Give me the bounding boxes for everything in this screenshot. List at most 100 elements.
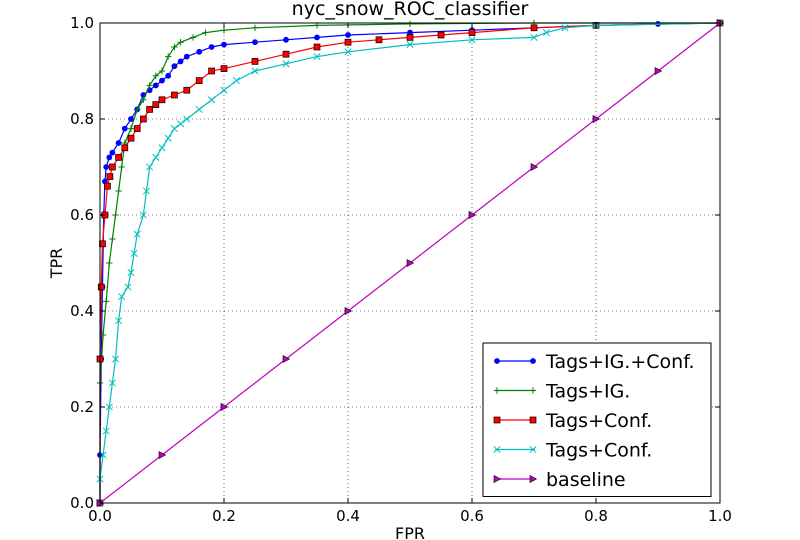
legend-label: Tags+IG. xyxy=(545,381,630,403)
data-point xyxy=(102,427,110,435)
data-point xyxy=(171,63,178,70)
data-point xyxy=(109,149,116,156)
x-axis-label: FPR xyxy=(395,524,425,540)
data-point xyxy=(220,402,229,412)
x-tick-label: 0.8 xyxy=(584,507,608,525)
data-point xyxy=(208,44,215,50)
data-point xyxy=(202,29,209,36)
data-point xyxy=(133,230,141,238)
data-point xyxy=(103,298,110,305)
data-point xyxy=(115,154,122,161)
legend-marker xyxy=(529,445,537,454)
data-point xyxy=(139,211,147,219)
chart-title: nyc_snow_ROC_classifier xyxy=(292,0,529,20)
legend-label: baseline xyxy=(546,469,626,491)
data-point xyxy=(177,58,184,65)
data-point xyxy=(97,283,105,291)
data-point xyxy=(345,32,351,38)
data-point xyxy=(105,403,113,411)
x-tick-label: 0.0 xyxy=(88,507,112,525)
legend-marker xyxy=(493,445,501,454)
y-tick-label: 0.8 xyxy=(70,110,94,128)
data-point xyxy=(282,354,291,364)
data-point xyxy=(128,116,134,122)
data-point xyxy=(115,317,123,325)
data-point xyxy=(530,162,539,172)
data-point xyxy=(232,77,240,85)
series-2 xyxy=(96,19,724,507)
legend-entry: Tags+Conf. xyxy=(493,440,652,462)
x-tick-label: 0.4 xyxy=(336,507,360,525)
data-point xyxy=(99,240,106,248)
data-point xyxy=(159,77,165,84)
data-point xyxy=(146,106,153,113)
y-tick-label: 0.0 xyxy=(70,494,94,512)
data-point xyxy=(121,125,128,132)
data-point xyxy=(344,38,352,46)
data-point xyxy=(115,140,122,146)
data-point xyxy=(171,43,178,51)
legend-entry: Tags+Conf. xyxy=(493,410,652,432)
data-point xyxy=(196,48,203,55)
data-point xyxy=(406,34,414,41)
data-point xyxy=(108,379,116,387)
legend-entry: Tags+IG. xyxy=(493,381,630,403)
data-point xyxy=(220,86,228,94)
data-point xyxy=(468,36,476,44)
data-point xyxy=(134,106,141,113)
data-point xyxy=(170,125,178,133)
data-point xyxy=(158,96,166,104)
legend-marker xyxy=(493,474,502,484)
data-point xyxy=(183,115,191,123)
data-point xyxy=(251,24,259,31)
series-line xyxy=(99,22,721,503)
data-point xyxy=(104,182,111,190)
legend-marker xyxy=(529,416,537,424)
x-tick-label: 1.0 xyxy=(708,507,732,525)
legend-entry: Tags+IG.+Conf. xyxy=(494,351,695,373)
data-point xyxy=(118,163,125,171)
data-point xyxy=(177,120,185,128)
legend-marker xyxy=(530,358,536,364)
data-point xyxy=(171,91,178,99)
y-axis-label: TPR xyxy=(47,248,66,280)
data-point xyxy=(406,41,414,49)
data-point xyxy=(561,24,569,32)
legend-entry: baseline xyxy=(493,469,626,491)
data-point xyxy=(127,269,135,277)
data-point xyxy=(208,67,215,75)
data-point xyxy=(313,53,321,61)
data-point xyxy=(468,210,477,220)
data-point xyxy=(146,82,153,89)
data-point xyxy=(208,96,216,104)
data-point xyxy=(164,134,172,142)
data-point xyxy=(152,72,159,79)
y-tick-label: 0.6 xyxy=(70,206,94,224)
y-tick-label: 0.2 xyxy=(70,398,94,416)
data-point xyxy=(542,29,550,37)
legend-marker xyxy=(493,416,501,424)
data-point xyxy=(146,163,154,171)
legend-marker xyxy=(493,387,501,394)
legend: Tags+IG.+Conf. Tags+IG. Tags+Conf. Tags+Con… xyxy=(482,342,712,497)
data-point xyxy=(130,249,138,257)
legend-marker xyxy=(494,358,500,364)
data-point xyxy=(109,235,116,243)
data-point xyxy=(654,66,663,76)
data-point xyxy=(158,67,166,75)
data-point xyxy=(121,144,129,152)
data-point xyxy=(142,187,151,195)
data-point xyxy=(252,39,258,46)
data-point xyxy=(195,77,203,84)
data-point xyxy=(314,34,320,41)
legend-label: Tags+IG.+Conf. xyxy=(545,351,695,373)
data-point xyxy=(183,86,191,94)
data-point xyxy=(106,154,113,161)
legend-label: Tags+Conf. xyxy=(545,440,652,462)
data-point xyxy=(313,43,321,51)
data-point xyxy=(530,33,538,41)
data-point xyxy=(251,67,259,75)
data-point xyxy=(140,115,147,123)
legend-marker xyxy=(529,474,538,484)
data-point xyxy=(118,293,126,301)
